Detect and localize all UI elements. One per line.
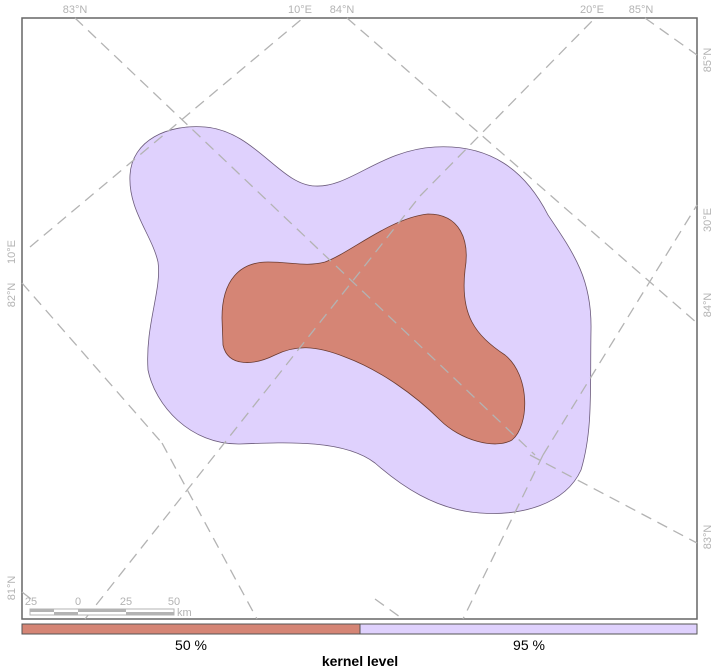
scale-tick-label: 50 [168, 596, 180, 608]
scale-tick-label: 0 [75, 596, 81, 608]
scale-unit-label: km [177, 607, 192, 619]
grat-label-right-85n: 85°N [702, 48, 714, 73]
grat-label-right-30e: 30°E [702, 208, 714, 232]
legend-title: kernel level [322, 653, 398, 669]
graticule-lines [21, 17, 698, 620]
scale-bar-segment [54, 612, 78, 615]
grat-label-top-84n: 84°N [330, 4, 355, 16]
grat-label-top-20e: 20°E [580, 4, 604, 16]
grat-label-left-81n: 81°N [6, 576, 18, 601]
scale-tick-label: 25 [120, 596, 132, 608]
grat-label-left-82n: 82°N [6, 283, 18, 308]
graticule-labels: 83°N 10°E 84°N 20°E 85°N 85°N 30°E 84°N … [6, 4, 714, 600]
scale-tick-label: 25 [25, 596, 37, 608]
legend-label-50: 50 % [175, 637, 207, 653]
grat-label-top-85n: 85°N [629, 4, 654, 16]
legend-label-95: 95 % [513, 637, 545, 653]
legend-swatch-95 [359, 623, 698, 635]
grat-label-top-83n: 83°N [63, 4, 88, 16]
grat-label-right-83n: 83°N [702, 525, 714, 550]
scale-bar-segment [126, 612, 174, 615]
scale-bar-segment [30, 609, 54, 612]
grat-label-left-10e: 10°E [6, 240, 18, 264]
scale-bar-segment [78, 609, 126, 612]
legend: 50 % 95 % kernel level [21, 623, 698, 669]
kernel-50-polygon [221, 213, 526, 445]
legend-swatch-50 [21, 623, 361, 635]
grat-label-right-84n: 84°N [702, 293, 714, 318]
grat-label-top-10e: 10°E [288, 4, 312, 16]
scale-bar: 25 0 25 50 km [25, 596, 192, 619]
